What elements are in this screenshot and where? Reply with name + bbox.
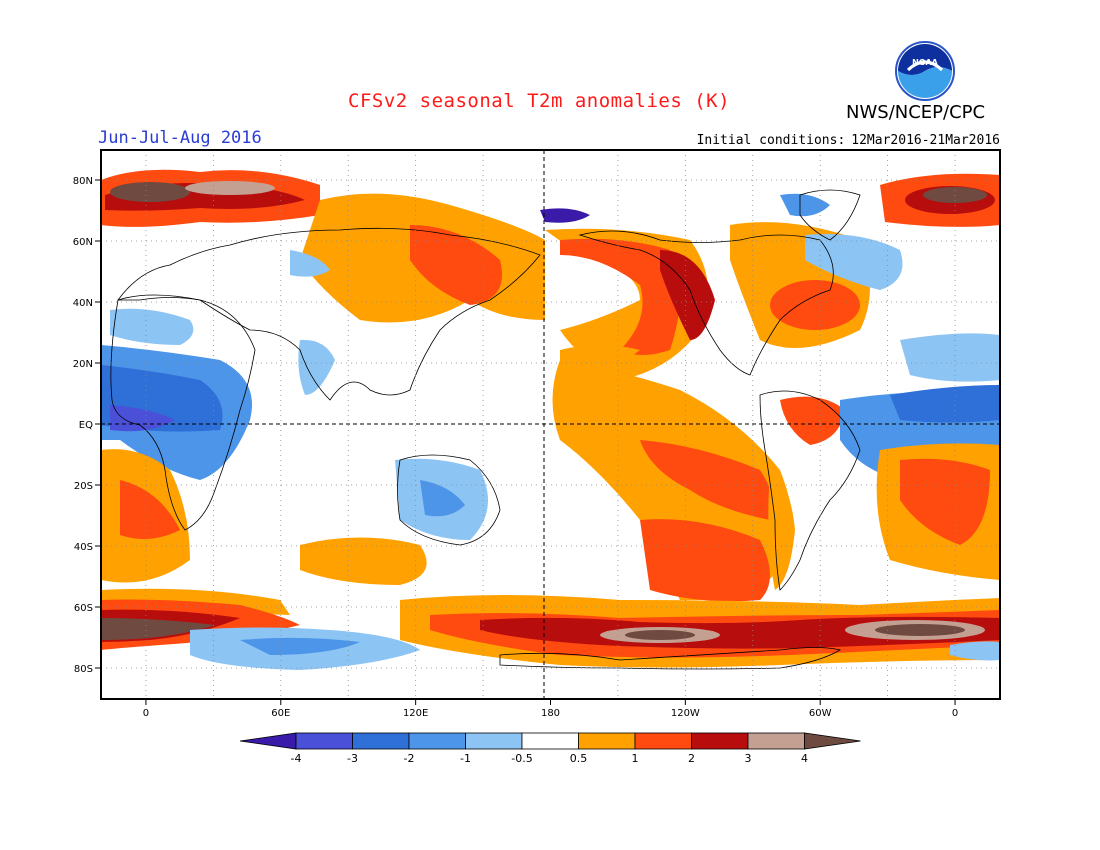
east-pacific-warm-core [640, 440, 774, 520]
gulf-of-guinea-cold [110, 405, 175, 432]
agency-label: NWS/NCEP/CPC [846, 102, 986, 123]
south-america-warm [780, 396, 845, 445]
latitude-label: 60N [73, 237, 93, 248]
antarctica-outline [499, 647, 842, 670]
northeast-asia-warm [410, 225, 502, 305]
india-cool [298, 339, 335, 395]
central-asia-cool [290, 250, 330, 277]
longitude-label: 0 [143, 708, 149, 719]
longitude-label: 120E [403, 708, 428, 719]
tropical-atlantic-cold-core [890, 385, 1000, 423]
north-atlantic-cool [805, 234, 903, 290]
south-atlantic-warm-east-core [900, 458, 990, 545]
eurasia-outline [117, 227, 541, 401]
latitude-label: 20S [74, 481, 93, 492]
colorbar-label: 1 [632, 752, 639, 765]
colorbar-segment [691, 732, 749, 750]
antarctic-hot-spot-west [101, 618, 215, 640]
latitude-label: 40S [74, 542, 93, 553]
colorbar: -4 -3 -2 -1 -0.5 0.5 1 2 3 4 [239, 732, 861, 765]
arctic-hot-spot-2 [185, 181, 275, 195]
coastlines [110, 189, 861, 670]
europe-neutral [101, 236, 210, 295]
forecast-period: Jun-Jul-Aug 2016 [98, 128, 262, 148]
colorbar-label: 0.5 [570, 752, 588, 765]
north-pacific-warm-core [560, 238, 680, 355]
south-america-coast-warm [768, 470, 795, 590]
figure-title: CFSv2 seasonal T2m anomalies (K) [348, 90, 731, 112]
antarctic-cool-core [240, 637, 360, 655]
longitude-label: 120W [671, 708, 700, 719]
north-african-coast-cool [900, 333, 1000, 382]
longitude-label: 60E [271, 708, 290, 719]
north-atlantic-warm [770, 280, 860, 330]
antarctic-hot-spot-2 [625, 630, 695, 640]
colorbar-low-arrow [239, 732, 297, 750]
australia-outline [397, 454, 501, 546]
north-america-outline [578, 230, 834, 376]
greenland-cool [780, 193, 830, 217]
latitude-label: 20N [73, 359, 93, 370]
colorbar-segment [578, 732, 636, 750]
initial-conditions-label: Initial conditions: [696, 133, 846, 148]
colorbar-label: -0.5 [511, 752, 532, 765]
anomaly-fields [101, 150, 1000, 699]
longitude-label: 180 [541, 708, 560, 719]
colorbar-label: -1 [460, 752, 471, 765]
colorbar-label: 2 [688, 752, 695, 765]
logo-text: NOAA [912, 58, 938, 67]
colorbar-label: -2 [404, 752, 415, 765]
colorbar-label: -4 [291, 752, 302, 765]
bering-cold-spot [540, 208, 590, 223]
colorbar-segment [352, 732, 410, 750]
arctic-hot-spot-1 [110, 182, 190, 202]
southern-indian-warm [300, 537, 427, 585]
sahara-cool [110, 308, 194, 345]
longitude-label: 0 [952, 708, 958, 719]
colorbar-label: 4 [801, 752, 808, 765]
longitude-labels: 0 60E 120E 180 120W 60W 0 [143, 699, 958, 719]
initial-conditions-value: 12Mar2016-21Mar2016 [851, 133, 1000, 148]
colorbar-segment [521, 732, 579, 750]
latitude-label: 80S [74, 664, 93, 675]
colorbar-label: 3 [745, 752, 752, 765]
latitude-label: 40N [73, 298, 93, 309]
south-america-outline [759, 390, 861, 591]
antarctic-hot-spot-4 [875, 624, 965, 636]
africa-outline [110, 294, 256, 531]
australia-cool-core [420, 480, 465, 517]
colorbar-segment [634, 732, 692, 750]
colorbar-high-arrow [804, 732, 861, 750]
greenland-outline [799, 189, 861, 241]
colorbar-segment [408, 732, 466, 750]
colorbar-label: -3 [347, 752, 358, 765]
colorbar-segment [295, 732, 353, 750]
central-pacific-warm [560, 345, 640, 400]
weddell-cool [950, 641, 1000, 661]
latitude-label: EQ [79, 420, 93, 431]
noaa-logo-icon: NOAA [895, 41, 955, 101]
south-atlantic-warm-west-core [120, 480, 180, 539]
initial-conditions: Initial conditions: 12Mar2016-21Mar2016 [691, 133, 1000, 148]
longitude-label: 60W [809, 708, 832, 719]
colorbar-segment [747, 732, 805, 750]
latitude-label: 60S [74, 603, 93, 614]
latitude-label: 80N [73, 176, 93, 187]
latitude-labels: 80N 60N 40N 20N EQ 20S 40S 60S 80S [73, 176, 101, 675]
southeast-pacific-warm [640, 519, 770, 602]
colorbar-segment [465, 732, 523, 750]
